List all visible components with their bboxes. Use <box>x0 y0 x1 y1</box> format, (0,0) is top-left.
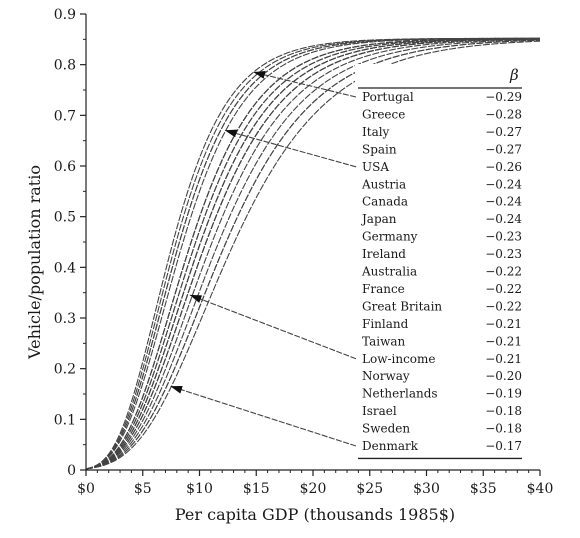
legend-beta-italy: −0.27 <box>485 125 522 139</box>
legend-beta-canada: −0.24 <box>485 195 522 209</box>
legend-label-canada: Canada <box>362 195 408 209</box>
y-tick-label-1: 0.1 <box>54 412 76 428</box>
curve-low-income <box>85 38 541 470</box>
legend-beta-portugal: −0.29 <box>485 90 522 104</box>
legend: β Portugal −0.29 Greece −0.28 Italy −0.27 Spain… <box>355 64 540 460</box>
y-tick-label-4: 0.4 <box>54 260 76 276</box>
legend-beta-sweden: −0.18 <box>485 422 522 436</box>
leader-arrow-denmark <box>170 385 357 447</box>
y-tick-label-6: 0.6 <box>54 159 76 175</box>
legend-beta-netherlands: −0.19 <box>485 387 522 401</box>
x-tick-label-7: $35 <box>470 481 497 497</box>
legend-beta-ireland: −0.23 <box>485 247 522 261</box>
legend-beta-france: −0.22 <box>485 282 522 296</box>
x-tick-label-1: $5 <box>134 481 152 497</box>
legend-label-netherlands: Netherlands <box>362 387 438 401</box>
x-tick-label-3: $15 <box>243 481 270 497</box>
legend-beta-great-britain: −0.22 <box>485 299 522 313</box>
curve-great-britain <box>85 38 541 470</box>
y-tick-label-9: 0.9 <box>54 7 76 23</box>
legend-label-usa: USA <box>362 160 389 174</box>
legend-background <box>355 64 540 459</box>
legend-label-denmark: Denmark <box>362 439 419 453</box>
x-axis-title: Per capita GDP (thousands 1985$) <box>175 505 455 524</box>
legend-label-great-britain: Great Britain <box>362 299 442 313</box>
y-tick-label-0: 0 <box>67 463 76 479</box>
curve-netherlands <box>85 39 541 470</box>
y-tick-label-2: 0.2 <box>54 362 76 378</box>
annotation-leaders <box>170 70 357 447</box>
y-tick-label-7: 0.7 <box>54 108 76 124</box>
legend-beta-israel: −0.18 <box>485 404 522 418</box>
legend-label-spain: Spain <box>362 142 397 156</box>
legend-label-low-income: Low-income <box>362 352 436 366</box>
legend-label-finland: Finland <box>362 317 409 331</box>
legend-beta-austria: −0.24 <box>485 177 522 191</box>
legend-label-austria: Austria <box>361 177 406 191</box>
legend-beta-greece: −0.28 <box>485 107 522 121</box>
legend-label-japan: Japan <box>360 212 397 226</box>
x-tick-label-4: $20 <box>300 481 327 497</box>
legend-label-sweden: Sweden <box>362 422 410 436</box>
y-tick-label-3: 0.3 <box>54 311 76 327</box>
leader-arrow-portugal <box>253 70 357 98</box>
leader-arrow-usa <box>224 129 357 168</box>
legend-label-portugal: Portugal <box>362 90 414 104</box>
legend-label-greece: Greece <box>362 107 405 121</box>
legend-beta-japan: −0.24 <box>485 212 522 226</box>
legend-label-israel: Israel <box>362 404 397 418</box>
legend-beta-denmark: −0.17 <box>485 439 522 453</box>
legend-beta-norway: −0.20 <box>485 369 522 383</box>
curve-denmark <box>85 40 541 470</box>
legend-beta-low-income: −0.21 <box>485 352 522 366</box>
legend-beta-australia: −0.22 <box>485 265 522 279</box>
legend-label-france: France <box>362 282 405 296</box>
legend-beta-germany: −0.23 <box>485 230 522 244</box>
y-tick-label-5: 0.5 <box>54 210 76 226</box>
legend-label-italy: Italy <box>362 125 390 139</box>
curves-layer <box>85 37 541 470</box>
curve-norway <box>85 38 541 470</box>
legend-beta-usa: −0.26 <box>485 160 522 174</box>
legend-beta-spain: −0.27 <box>485 142 522 156</box>
legend-label-germany: Germany <box>362 230 418 244</box>
legend-label-taiwan: Taiwan <box>362 334 405 348</box>
x-tick-label-8: $40 <box>527 481 554 497</box>
y-tick-label-8: 0.8 <box>54 58 76 74</box>
legend-label-norway: Norway <box>362 369 410 383</box>
x-tick-label-6: $30 <box>413 481 440 497</box>
y-axis-title: Vehicle/population ratio <box>25 165 44 360</box>
legend-beta-header: β <box>509 66 519 84</box>
leader-arrow-low-income <box>189 294 357 360</box>
legend-label-australia: Australia <box>361 265 417 279</box>
x-tick-label-0: $0 <box>77 481 95 497</box>
legend-beta-finland: −0.21 <box>485 317 522 331</box>
x-tick-label-2: $10 <box>186 481 213 497</box>
legend-label-ireland: Ireland <box>362 247 406 261</box>
legend-beta-taiwan: −0.21 <box>485 334 522 348</box>
curve-sweden <box>85 39 541 470</box>
axes: 0 0.1 0.2 0.3 0.4 0.5 0.6 0.7 0.8 0.9 $0 $5 $10 $15 $2… <box>25 7 553 524</box>
x-tick-label-5: $25 <box>356 481 383 497</box>
